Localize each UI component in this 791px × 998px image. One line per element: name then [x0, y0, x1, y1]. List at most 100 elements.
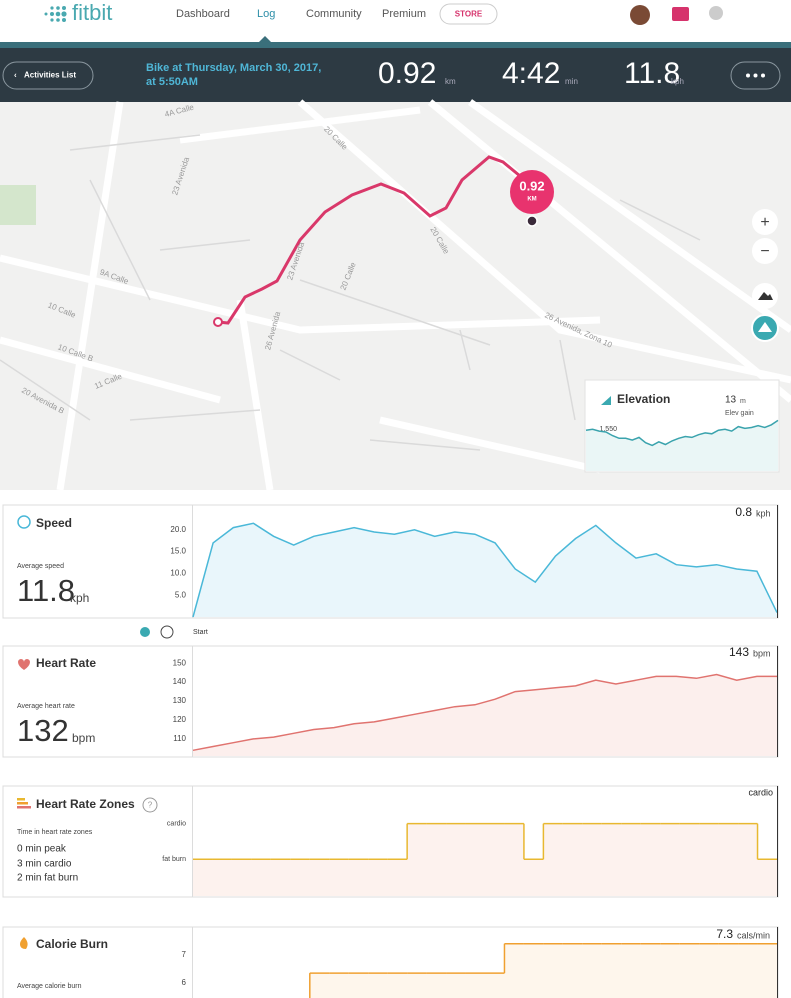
y-tick-label: 140: [173, 677, 187, 686]
location-icon[interactable]: [140, 627, 150, 637]
line: [192, 673, 777, 752]
marker-unit: KM: [527, 197, 536, 203]
logo[interactable]: fitbit: [72, 0, 112, 25]
panel-current-unit: kph: [756, 508, 771, 518]
stat-unit: min: [565, 77, 578, 86]
zoom-out-icon[interactable]: −: [760, 243, 769, 260]
y-tick-label: 150: [173, 658, 187, 667]
y-tick-label: 15.0: [170, 547, 186, 556]
store-label[interactable]: STORE: [455, 10, 483, 19]
map-park: [0, 185, 36, 225]
panel-current: 143: [729, 645, 749, 659]
more-button[interactable]: [730, 61, 781, 90]
y-tick-label: 1,550: [599, 426, 617, 433]
nav-link[interactable]: Community: [306, 8, 362, 20]
header-strip: [0, 42, 791, 48]
zones-line: 3 min cardio: [17, 859, 72, 870]
area: [193, 943, 777, 998]
panel-title: Heart Rate Zones: [36, 797, 135, 811]
avatar[interactable]: [630, 5, 650, 25]
stat-value: 11.8: [624, 57, 680, 90]
flame-icon: [20, 937, 28, 949]
heart-icon: [18, 659, 30, 670]
logo-icon: [44, 6, 67, 22]
area: [193, 674, 777, 756]
nav-link[interactable]: Dashboard: [176, 8, 230, 20]
panel-avg: 11.8: [17, 573, 75, 608]
nav-pointer: [259, 36, 271, 42]
y-tick-label: 130: [173, 696, 187, 705]
nav-link[interactable]: Premium: [382, 8, 426, 20]
back-chevron[interactable]: ‹: [14, 71, 17, 80]
zones-line: 0 min peak: [17, 844, 67, 855]
speed-icon: [17, 515, 31, 529]
elevation-card-icon: [601, 396, 611, 405]
store-button[interactable]: [439, 3, 498, 25]
zoom-in[interactable]: [752, 209, 778, 235]
nav-bar: [0, 0, 791, 42]
elevation-icon[interactable]: [758, 322, 772, 332]
y-tick-label: 6: [182, 978, 187, 987]
time-icon[interactable]: [160, 625, 174, 639]
line: [585, 419, 779, 447]
activity-title: at 5:50AM: [146, 76, 198, 88]
stat-unit: kph: [671, 77, 684, 86]
area: [586, 420, 778, 471]
panel-title: Speed: [36, 516, 72, 530]
activity-header: [0, 48, 791, 102]
elevation-gain-label: Elev gain: [725, 410, 754, 417]
terrain-icon[interactable]: [758, 292, 773, 300]
y-tick-label: 20.0: [170, 525, 186, 534]
start-label: Start: [193, 629, 208, 636]
y-tick-label: 120: [173, 715, 187, 724]
zoom-in-icon[interactable]: +: [760, 214, 769, 231]
more-dots[interactable]: [746, 73, 765, 78]
area: [193, 523, 777, 617]
marker-value: 0.92: [519, 178, 544, 193]
panel-title: Heart Rate: [36, 656, 96, 670]
y-tick-label: 7: [182, 950, 187, 959]
stat-value: 0.92: [378, 57, 436, 90]
panel-avg: 132: [17, 713, 69, 748]
back-button[interactable]: [2, 61, 94, 90]
back-label[interactable]: Activities List: [24, 71, 76, 80]
zoom-out[interactable]: [752, 238, 778, 264]
distance-marker: [510, 170, 554, 214]
panel-current: 7.3: [716, 927, 733, 941]
route-start: [213, 317, 223, 327]
help-glyph[interactable]: ?: [148, 801, 153, 810]
elevation-gain: 13: [725, 395, 737, 406]
y-tick-label: 5.0: [175, 590, 187, 599]
elevation-gain-unit: m: [740, 398, 746, 405]
y-tick-label: 110: [173, 734, 186, 743]
panel-avg-label: Average speed: [17, 563, 64, 570]
elevation-title: Elevation: [617, 392, 670, 406]
map-minor-streets: [0, 134, 701, 451]
panel-current: cardio: [748, 787, 773, 797]
route-end: [526, 215, 538, 227]
panel-avg-unit: bpm: [72, 731, 95, 745]
stat-unit: km: [445, 77, 456, 86]
stat-value: 4:42: [502, 57, 560, 90]
line: [192, 522, 778, 618]
y-tick-label: cardio: [167, 820, 186, 827]
y-tick-label: 10.0: [170, 569, 186, 578]
panel-avg-label: Average heart rate: [17, 703, 75, 710]
zones-icon: [17, 798, 31, 809]
panel-avg-unit: kph: [70, 591, 89, 605]
panel-current: 0.8: [735, 505, 752, 519]
route: [216, 155, 522, 325]
nav-link[interactable]: Log: [257, 8, 275, 20]
panel-current-unit: cals/min: [737, 930, 770, 940]
activity-title: Bike at Thursday, March 30, 2017,: [146, 62, 321, 74]
zones-line: 2 min fat burn: [17, 873, 78, 884]
map-streets: [0, 99, 791, 491]
settings-icon[interactable]: [709, 6, 723, 20]
messages-icon[interactable]: [672, 7, 689, 21]
y-tick-label: fat burn: [162, 856, 186, 863]
zones-subtitle: Time in heart rate zones: [17, 829, 93, 836]
help-icon[interactable]: [142, 797, 158, 813]
panel-title: Calorie Burn: [36, 937, 108, 951]
